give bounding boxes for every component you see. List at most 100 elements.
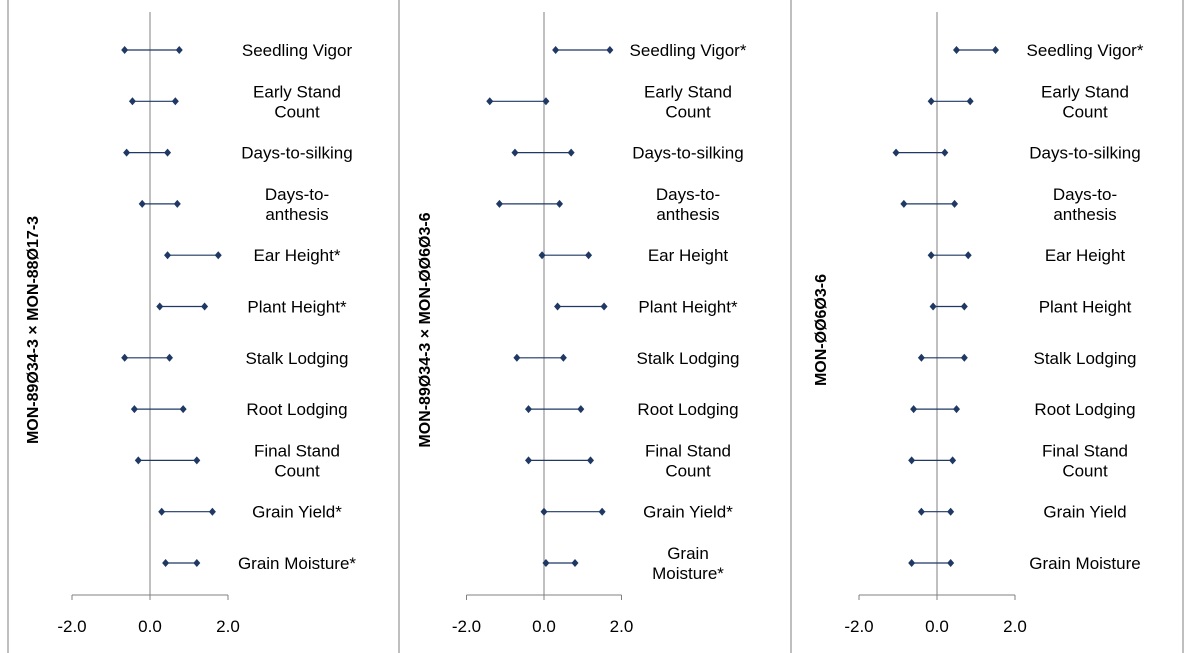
ci-lower-marker: [538, 251, 546, 260]
ci-lower-marker: [917, 507, 925, 516]
ci-upper-marker: [556, 199, 563, 208]
x-tick-label: 2.0: [610, 617, 634, 636]
trait-label: Grain Moisture*: [238, 554, 356, 573]
ci-lower-marker: [123, 148, 131, 157]
x-tick-label: 2.0: [216, 617, 240, 636]
x-tick-label: 2.0: [1003, 617, 1027, 636]
trait-label: Final Stand Count: [1042, 441, 1128, 480]
ci-upper-marker: [559, 353, 567, 362]
ci-upper-marker: [193, 559, 201, 567]
ci-lower-marker: [130, 405, 138, 414]
trait-label: Days-to-silking: [241, 144, 352, 163]
trait-label: Stalk Lodging: [636, 349, 739, 368]
ci-lower-marker: [540, 507, 548, 516]
trait-label: Days-to-anthesis: [656, 185, 720, 224]
ci-upper-marker: [953, 405, 960, 414]
ci-upper-marker: [598, 507, 606, 516]
ci-upper-marker: [571, 559, 579, 567]
ci-lower-marker: [121, 353, 129, 362]
ci-lower-marker: [121, 46, 129, 54]
trait-label: Days-to-anthesis: [265, 185, 329, 224]
ci-lower-marker: [892, 148, 900, 157]
trait-label: Days-to-silking: [1029, 144, 1140, 163]
trait-label: Early Stand Count: [1041, 82, 1129, 121]
ci-upper-marker: [214, 251, 222, 260]
x-tick-label: -2.0: [57, 617, 86, 636]
ci-upper-marker: [964, 251, 972, 260]
ci-upper-marker: [193, 456, 201, 465]
trait-label: Days-to-silking: [632, 144, 743, 163]
ci-lower-marker: [525, 456, 532, 465]
ci-upper-marker: [173, 199, 181, 208]
trait-label: Stalk Lodging: [245, 349, 348, 368]
trait-label: Early Stand Count: [644, 82, 732, 121]
ci-upper-marker: [960, 302, 968, 311]
panel-ylabel: MON-89Ø34-3 × MON-ØØ6Ø3-6: [417, 212, 434, 447]
ci-lower-marker: [953, 46, 960, 54]
ci-upper-marker: [585, 251, 593, 260]
ci-upper-marker: [171, 97, 179, 106]
ci-lower-marker: [929, 302, 937, 311]
ci-lower-marker: [162, 559, 170, 567]
ci-upper-marker: [951, 199, 959, 208]
ci-lower-marker: [525, 405, 532, 414]
x-tick-label: 0.0: [925, 617, 949, 636]
ci-lower-marker: [495, 199, 503, 208]
trait-label: Grain Yield*: [252, 503, 342, 522]
ci-upper-marker: [960, 353, 968, 362]
ci-lower-marker: [552, 46, 560, 54]
trait-label: Grain Moisture: [1029, 554, 1140, 573]
ci-lower-marker: [917, 353, 925, 362]
ci-lower-marker: [511, 148, 519, 157]
trait-label: Days-to-anthesis: [1053, 185, 1117, 224]
trait-label: Seedling Vigor*: [630, 41, 747, 60]
ci-upper-marker: [941, 148, 949, 157]
trait-label: Final Stand Count: [254, 441, 340, 480]
ci-lower-marker: [908, 456, 916, 465]
ci-upper-marker: [577, 405, 585, 414]
ci-lower-marker: [927, 251, 935, 260]
ci-upper-marker: [567, 148, 575, 157]
trait-label: Ear Height: [1045, 246, 1126, 265]
ci-upper-marker: [164, 148, 172, 157]
panel-ylabel: MON-89Ø34-3 × MON-88Ø17-3: [25, 216, 42, 444]
trait-label: Plant Height*: [638, 298, 738, 317]
ci-upper-marker: [947, 559, 955, 567]
trait-label: Grain Yield: [1043, 503, 1126, 522]
ci-lower-marker: [156, 302, 164, 311]
ci-lower-marker: [134, 456, 142, 465]
ci-upper-marker: [992, 46, 999, 54]
trait-label: Root Lodging: [246, 400, 347, 419]
ci-lower-marker: [158, 507, 166, 516]
ci-upper-marker: [966, 97, 974, 106]
ci-lower-marker: [128, 97, 136, 106]
x-tick-label: 0.0: [138, 617, 162, 636]
trait-label: Ear Height: [648, 246, 729, 265]
trait-label: Root Lodging: [637, 400, 738, 419]
trait-label: Seedling Vigor*: [1027, 41, 1144, 60]
ci-lower-marker: [513, 353, 521, 362]
ci-upper-marker: [175, 46, 183, 54]
ci-lower-marker: [164, 251, 172, 260]
trait-label: Plant Height*: [247, 298, 347, 317]
ci-lower-marker: [900, 199, 908, 208]
trait-label: Grain Yield*: [643, 503, 733, 522]
trait-label: Grain Moisture*: [652, 544, 724, 583]
ci-lower-marker: [554, 302, 562, 311]
trait-label: Final Stand Count: [645, 441, 731, 480]
ci-upper-marker: [600, 302, 608, 311]
ci-upper-marker: [949, 456, 957, 465]
ci-upper-marker: [606, 46, 614, 54]
ci-lower-marker: [908, 559, 916, 567]
x-tick-label: -2.0: [452, 617, 481, 636]
trait-label: Plant Height: [1039, 298, 1132, 317]
x-tick-label: 0.0: [532, 617, 556, 636]
panel-ylabel: MON-ØØ6Ø3-6: [813, 274, 830, 386]
ci-upper-marker: [947, 507, 955, 516]
x-tick-label: -2.0: [844, 617, 873, 636]
ci-upper-marker: [208, 507, 216, 516]
ci-upper-marker: [542, 97, 550, 106]
trait-label: Early Stand Count: [253, 82, 341, 121]
trait-label: Root Lodging: [1034, 400, 1135, 419]
